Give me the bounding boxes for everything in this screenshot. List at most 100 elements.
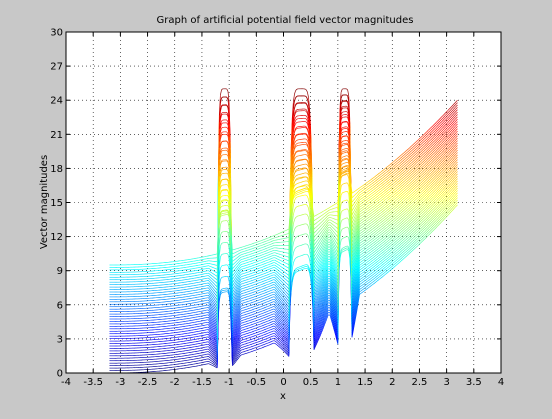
series-line-segment xyxy=(400,250,403,252)
series-line-segment xyxy=(381,276,383,278)
series-line-segment xyxy=(267,315,269,317)
series-line-segment xyxy=(420,227,422,229)
series-line-segment xyxy=(342,237,344,240)
series-line-segment xyxy=(329,306,332,311)
series-line-segment xyxy=(380,265,382,267)
series-line-segment xyxy=(440,211,443,214)
series-line-segment xyxy=(228,258,231,274)
series-line-segment xyxy=(233,361,235,364)
series-line-segment xyxy=(438,218,441,221)
series-line-segment xyxy=(427,215,430,217)
series-line-segment xyxy=(385,268,388,270)
series-line-segment xyxy=(322,305,325,310)
series-line-segment xyxy=(343,209,345,211)
series-line-segment xyxy=(296,267,298,269)
series-line-segment xyxy=(353,319,356,326)
series-line-segment xyxy=(309,250,312,259)
series-line-segment xyxy=(357,295,359,303)
series-line-segment xyxy=(364,267,367,269)
series-line-segment xyxy=(232,360,234,363)
series-line-segment xyxy=(345,249,347,251)
series-line-segment xyxy=(269,319,271,321)
series-line-segment xyxy=(452,200,455,203)
series-line-segment xyxy=(294,268,296,271)
series-line-segment xyxy=(444,215,446,217)
series-line-segment xyxy=(449,197,452,200)
series-line-segment xyxy=(456,187,458,190)
series-line-segment xyxy=(271,318,273,320)
series-line-segment xyxy=(431,228,433,231)
series-line-segment xyxy=(353,310,356,317)
series-line-segment xyxy=(281,344,283,346)
series-line-segment xyxy=(442,207,444,210)
series-line-segment xyxy=(365,288,368,290)
series-line-segment xyxy=(270,314,272,316)
series-line-segment xyxy=(403,256,406,259)
series-line-segment xyxy=(208,351,210,353)
series-line-segment xyxy=(381,271,383,274)
series-line-segment xyxy=(324,299,327,304)
series-line-segment xyxy=(428,233,431,235)
series-line-segment xyxy=(444,212,446,215)
series-line-segment xyxy=(453,202,456,204)
series-line-segment xyxy=(443,206,445,209)
series-line-segment xyxy=(403,240,406,242)
series-line-segment xyxy=(378,275,381,278)
series-line-segment xyxy=(402,250,405,253)
series-line-segment xyxy=(387,251,390,254)
series-line-segment xyxy=(393,254,395,256)
series-line-segment xyxy=(328,304,331,307)
series-line-segment xyxy=(380,255,382,258)
series-line-segment xyxy=(448,210,451,213)
series-line-segment xyxy=(214,358,217,360)
series-line-segment xyxy=(237,336,240,340)
series-line-segment xyxy=(325,296,328,300)
series-line-segment xyxy=(314,334,317,338)
series-line-segment xyxy=(369,269,371,271)
series-line-segment xyxy=(382,275,384,278)
series-line-segment xyxy=(419,228,421,230)
series-line-segment xyxy=(285,339,288,342)
series-line-segment xyxy=(456,204,458,207)
series-line-segment xyxy=(329,311,332,316)
series-line-segment xyxy=(335,315,338,321)
series-line-segment xyxy=(448,203,451,206)
series-line-segment xyxy=(455,186,457,189)
series-line-segment xyxy=(342,143,344,145)
series-line-segment xyxy=(294,217,296,221)
series-line-segment xyxy=(377,276,380,279)
series-line-segment xyxy=(394,251,396,253)
series-line-segment xyxy=(395,243,397,245)
series-line-segment xyxy=(268,329,270,332)
series-line-segment xyxy=(218,257,221,267)
series-line-segment xyxy=(278,342,281,344)
series-line-segment xyxy=(339,212,342,220)
series-line-segment xyxy=(238,344,241,347)
series-line-segment xyxy=(292,210,295,216)
series-line-segment xyxy=(418,234,420,236)
series-line-segment xyxy=(395,250,397,252)
series-line-segment xyxy=(368,277,370,279)
series-line-segment xyxy=(277,341,280,343)
series-line-segment xyxy=(435,207,438,210)
series-line-segment xyxy=(407,254,409,256)
series-line-segment xyxy=(438,204,441,206)
series-line-segment xyxy=(410,234,413,236)
series-line-segment xyxy=(394,243,396,246)
series-line-segment xyxy=(449,199,452,202)
series-line-segment xyxy=(436,220,439,223)
series-line-segment xyxy=(306,223,308,225)
series-line-segment xyxy=(435,226,438,229)
series-line-segment xyxy=(357,293,359,301)
series-line-segment xyxy=(212,365,215,367)
series-line-segment xyxy=(232,357,234,360)
series-line-segment xyxy=(359,288,361,290)
series-line-segment xyxy=(325,308,328,312)
series-line-segment xyxy=(368,274,370,277)
series-line-segment xyxy=(320,330,322,334)
series-line-segment xyxy=(390,256,393,258)
series-line-segment xyxy=(451,192,454,195)
series-line-segment xyxy=(317,329,320,333)
series-line-segment xyxy=(209,357,211,359)
series-line-segment xyxy=(236,341,239,345)
